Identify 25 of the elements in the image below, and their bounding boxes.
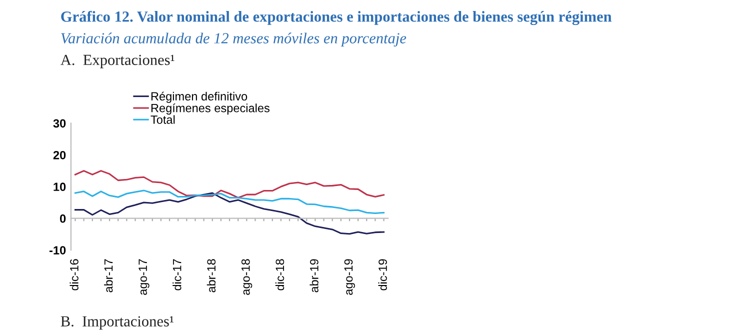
x-tick-label: ago-19 [344, 259, 356, 295]
chart-subtitle: Variación acumulada de 12 meses móviles en porcentaje [61, 32, 406, 47]
chart-title: Gráfico 12. Valor nominal de exportaciones e importaciones de bienes según régimen [61, 10, 612, 26]
x-tick-label: abr-18 [206, 259, 216, 292]
y-tick-label: 0 [60, 214, 66, 223]
y-tick-label: 10 [54, 182, 66, 192]
x-tick-label: dic-16 [70, 259, 78, 290]
x-tick-label: dic-18 [275, 259, 284, 290]
y-tick-label: 20 [53, 150, 66, 160]
line-series [74, 192, 385, 235]
x-axis-title: A. Exportaciones¹ [60, 54, 174, 68]
text: B. Importaciones¹ [60, 316, 174, 330]
legend-label: Régimen definitivo [151, 92, 248, 103]
x-tick-label: abr-17 [104, 259, 113, 292]
x-tick-label: dic-19 [378, 259, 387, 290]
x-tick-label: abr-19 [310, 259, 318, 292]
y-tick-label: 30 [53, 119, 66, 128]
x-tick-label: ago-17 [138, 259, 150, 295]
x-tick-label: dic-17 [172, 259, 182, 290]
y-tick-label: -10 [50, 246, 66, 254]
x-tick-label: ago-18 [241, 259, 252, 295]
line-series [74, 190, 385, 214]
line-series [74, 170, 385, 199]
legend-label: Regímenes especiales [151, 103, 270, 115]
legend-label: Total [150, 115, 175, 124]
